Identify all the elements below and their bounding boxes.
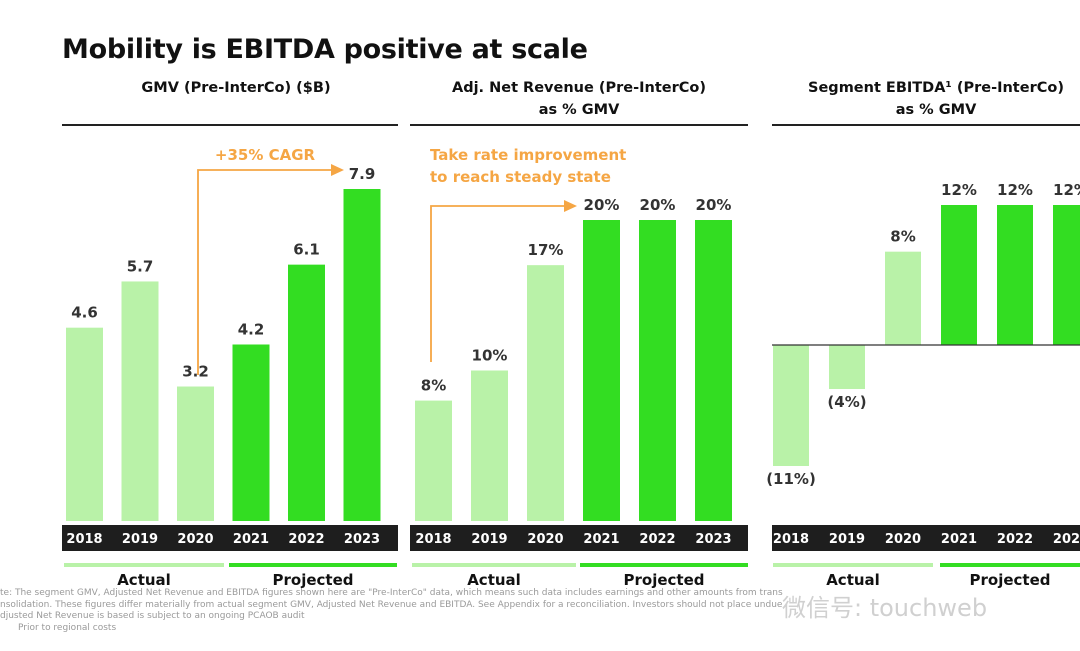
data-label: 20%	[696, 196, 732, 214]
data-label: 8%	[890, 228, 915, 246]
data-label: 4.2	[238, 320, 265, 338]
year-tick-label: 2022	[639, 532, 675, 547]
year-tick-label: 2020	[177, 532, 213, 547]
take-rate-annotation-line1: Take rate improvement	[430, 146, 626, 164]
year-tick-label: 2021	[583, 532, 619, 547]
panel-title-gmv: GMV (Pre-InterCo) ($B)	[62, 77, 410, 99]
projected-group-line	[580, 563, 748, 567]
bar-2021	[941, 205, 977, 345]
data-label: 3.2	[182, 363, 209, 381]
year-tick-label: 2018	[773, 532, 809, 547]
bar-2018	[773, 345, 809, 466]
actual-group-line	[64, 563, 224, 567]
panel-title-ebitda: Segment EBITDA¹ (Pre-InterCo) as % GMV	[772, 77, 1080, 121]
data-label: (4%)	[827, 393, 866, 411]
year-axis-strip	[772, 525, 1080, 551]
bar-2021	[583, 220, 620, 521]
bar-2023	[695, 220, 732, 521]
year-tick-label: 2018	[66, 532, 102, 547]
panel-title-line: GMV (Pre-InterCo) ($B)	[141, 80, 331, 96]
panel-title-line: as % GMV	[538, 102, 620, 118]
data-label: 20%	[584, 196, 620, 214]
actual-group-line	[773, 563, 933, 567]
footnote-line: te: The segment GMV, Adjusted Net Revenu…	[0, 588, 783, 598]
bar-2020	[177, 386, 214, 521]
data-label: 8%	[421, 377, 446, 395]
year-axis-strip	[62, 525, 398, 551]
bar-2019	[829, 345, 865, 389]
year-axis-strip	[410, 525, 748, 551]
projected-group-label: Projected	[969, 571, 1051, 589]
actual-group-line	[412, 563, 576, 567]
data-label: 12%	[997, 181, 1033, 199]
take-rate-annotation-line2: to reach steady state	[430, 168, 611, 186]
actual-group-label: Actual	[467, 571, 521, 589]
projected-group-label: Projected	[272, 571, 354, 589]
panel-title-net-revenue: Adj. Net Revenue (Pre-InterCo) as % GMV	[410, 77, 748, 121]
bar-2022	[639, 220, 676, 521]
year-tick-label: 2023	[695, 532, 731, 547]
data-label: 12%	[1053, 181, 1080, 199]
cagr-annotation: +35% CAGR	[215, 146, 316, 164]
panel-divider	[62, 124, 398, 126]
panel-title-line: Adj. Net Revenue (Pre-InterCo)	[451, 80, 706, 96]
bar-2023	[1053, 205, 1080, 345]
data-label: 20%	[640, 196, 676, 214]
year-tick-label: 2019	[829, 532, 865, 547]
footnote-line: nsolidation. These figures differ materi…	[0, 599, 783, 610]
year-tick-label: 2018	[415, 532, 451, 547]
data-label: 12%	[941, 181, 977, 199]
footnote-line: Prior to regional costs	[18, 622, 117, 633]
bar-2019	[121, 281, 159, 521]
actual-group-label: Actual	[826, 571, 880, 589]
bar-2020	[527, 265, 564, 521]
year-tick-label: 2020	[527, 532, 563, 547]
year-tick-label: 2019	[471, 532, 507, 547]
panel-divider	[772, 124, 1080, 126]
footnotes: te: The segment GMV, Adjusted Net Revenu…	[0, 588, 1080, 634]
panel-title-line: as % GMV	[895, 102, 977, 118]
year-tick-label: 2022	[997, 532, 1033, 547]
watermark: 微信号: touchweb	[782, 594, 988, 622]
page-title: Mobility is EBITDA positive at scale	[62, 34, 588, 65]
year-tick-label: 2021	[233, 532, 269, 547]
bar-2021	[232, 344, 270, 521]
bar-2022	[997, 205, 1033, 345]
bar-2022	[288, 264, 325, 521]
projected-group-line	[940, 563, 1080, 567]
footnote-line: djusted Net Revenue is based is subject …	[0, 611, 305, 621]
year-tick-label: 2023	[344, 532, 380, 547]
actual-group-label: Actual	[117, 571, 171, 589]
year-tick-label: 2023	[1053, 532, 1080, 547]
data-label: 10%	[472, 347, 508, 365]
bar-2020	[885, 251, 921, 345]
panel-title-line: Segment EBITDA¹ (Pre-InterCo)	[808, 80, 1064, 96]
data-label: 17%	[528, 241, 564, 259]
take-rate-arrow-line	[430, 205, 565, 362]
year-tick-label: 2021	[941, 532, 977, 547]
projected-group-line	[229, 563, 397, 567]
bar-2023	[343, 189, 381, 521]
data-label: (11%)	[766, 470, 816, 488]
bar-2019	[471, 370, 508, 521]
year-tick-label: 2019	[122, 532, 158, 547]
take-rate-arrow-head	[564, 200, 577, 212]
bar-2018	[66, 327, 103, 521]
cagr-arrow-head	[331, 164, 344, 176]
data-label: 4.6	[71, 304, 98, 322]
year-tick-label: 2020	[885, 532, 921, 547]
year-tick-label: 2022	[288, 532, 324, 547]
data-label: 5.7	[127, 257, 154, 275]
panel-divider	[410, 124, 748, 126]
cagr-arrow-line	[197, 169, 332, 375]
data-label: 6.1	[293, 241, 320, 259]
bar-2018	[415, 400, 452, 521]
projected-group-label: Projected	[623, 571, 705, 589]
data-label: 7.9	[349, 165, 376, 183]
